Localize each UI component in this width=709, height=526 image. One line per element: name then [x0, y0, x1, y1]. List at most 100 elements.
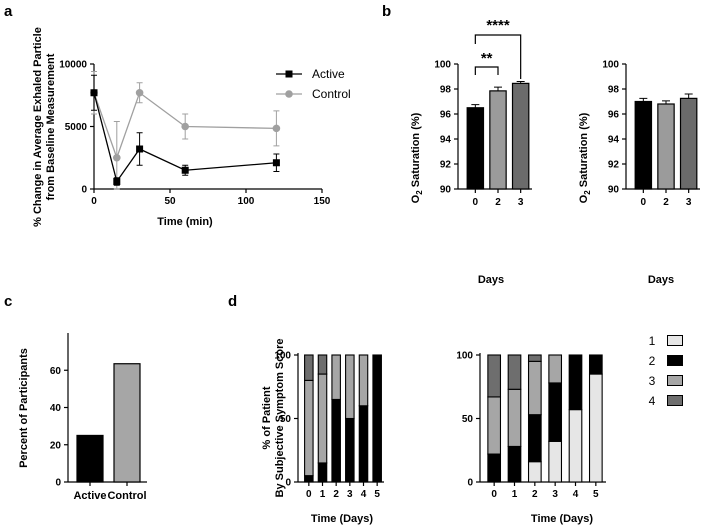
d-left-x-tick-label: 1 [320, 489, 326, 500]
c-bar [76, 434, 104, 483]
panel-label-b: b [382, 3, 391, 20]
a-y-tick-label: 10000 [59, 60, 87, 71]
b-left-ylabel: O2 Saturation (%) [410, 112, 424, 203]
panel-label-c: c [4, 293, 12, 310]
d-right-y-tick-label: 100 [456, 351, 473, 362]
d-left-segment-score-2 [304, 475, 314, 483]
d-left-x-tick-label: 0 [306, 489, 312, 500]
d-left-segment-score-4 [317, 354, 328, 375]
d-left-x-tick-label: 5 [374, 489, 380, 500]
d-left-segment-score-3 [331, 354, 341, 401]
a-legend: Active Control [276, 67, 351, 101]
panel-a-plot: 0 5000 10000 0 50 100 150 [59, 60, 331, 208]
b-right-bar [679, 97, 698, 190]
b-right-y-tick-label: 96 [608, 110, 620, 121]
c-x-tick-label: Active [73, 490, 106, 502]
d-right-segment-score-3 [548, 354, 563, 384]
a-xlabel: Time (min) [157, 216, 213, 228]
a-x-tick-label: 100 [238, 196, 255, 207]
b-right-x-tick-label: 0 [641, 197, 647, 208]
b-right-ylabel: O2 Saturation (%) [578, 112, 592, 203]
d-right-segment-score-2 [487, 453, 502, 483]
d-right-segment-score-1 [568, 409, 583, 483]
b-right-y-tick-label: 100 [602, 60, 619, 71]
b-right-x-tick-label: 2 [663, 197, 669, 208]
a-control-point [181, 122, 189, 131]
a-y-tick-label: 0 [81, 185, 87, 196]
d-left-segment-score-4 [304, 354, 314, 381]
d-left-x-tick-label: 4 [361, 489, 367, 500]
b-left-y-tick-label: 94 [440, 135, 452, 146]
d-right-x-tick-label: 3 [552, 489, 558, 500]
d-right-x-tick-label: 0 [491, 489, 497, 500]
d-left-x-tick-label: 2 [333, 489, 339, 500]
d-left-segment-score-3 [317, 373, 328, 464]
d-left-segment-score-3 [304, 379, 314, 477]
a-active-point [181, 166, 189, 174]
d-right-segment-score-1 [548, 440, 563, 483]
d-right-segment-score-2 [568, 354, 583, 411]
d-left-segment-score-2 [345, 417, 355, 483]
d-left-y-tick-label: 0 [285, 478, 291, 489]
d-right-x-tick-label: 2 [532, 489, 538, 500]
b-left-xlabel: Days [478, 274, 504, 286]
d-left-y-tick-label: 50 [280, 414, 292, 425]
b-right-y-tick-label: 90 [608, 185, 620, 196]
a-x-tick-label: 0 [91, 196, 97, 207]
legend-score-1-swatch [667, 335, 683, 346]
c-y-tick-label: 60 [50, 366, 62, 377]
b-left-y-tick-label: 90 [440, 185, 452, 196]
b-left-bar [466, 107, 485, 190]
d-right-segment-score-1 [588, 373, 603, 483]
b-sig-label: **** [486, 17, 510, 34]
d-left-segment-score-2 [331, 398, 341, 483]
d-left-x-tick-label: 3 [347, 489, 353, 500]
d-left-segment-score-3 [345, 354, 355, 420]
c-x-tick-label: Control [107, 490, 146, 502]
a-active-point [136, 145, 144, 153]
c-ylabel: Percent of Participants [18, 348, 30, 468]
legend-score-4-swatch [667, 395, 683, 406]
legend-control-marker [285, 90, 293, 98]
d-right-segment-score-1 [527, 461, 542, 483]
d-legend: 1 2 3 4 [649, 334, 683, 408]
d-right-segment-score-4 [507, 354, 522, 390]
a-active-point [113, 178, 121, 185]
d-right-y-tick-label: 50 [462, 414, 474, 425]
d-right-segment-score-2 [548, 382, 563, 442]
a-control-point [272, 124, 281, 133]
legend-score-2-label: 2 [649, 354, 656, 368]
b-left-bar [511, 82, 530, 190]
d-right-y-tick-label: 0 [467, 478, 473, 489]
legend-score-3-label: 3 [649, 374, 656, 388]
d-ylabel-line2: By Subjective Symptom Score [274, 339, 286, 498]
a-x-tick-label: 50 [164, 196, 176, 207]
b-right-y-tick-label: 92 [608, 160, 620, 171]
legend-score-1-label: 1 [649, 334, 656, 348]
d-left-y-tick-label: 100 [274, 351, 291, 362]
b-left-y-tick-label: 100 [434, 60, 451, 71]
d-right-x-tick-label: 5 [593, 489, 599, 500]
d-right-segment-score-4 [487, 354, 502, 398]
b-right-xlabel: Days [648, 274, 674, 286]
d-right-segment-score-2 [527, 414, 542, 463]
d-right-segment-score-2 [588, 354, 603, 375]
a-y-tick-label: 5000 [65, 122, 88, 133]
b-left-y-tick-label: 96 [440, 110, 452, 121]
b-sig-bracket [474, 34, 522, 79]
legend-control-label: Control [312, 87, 351, 101]
a-x-tick-label: 150 [314, 196, 331, 207]
a-ylabel-line1: % Change in Average Exhaled Particle [32, 27, 44, 227]
b-left-y-tick-label: 92 [440, 160, 452, 171]
legend-active-marker [285, 70, 293, 78]
d-ylabel-line1: % of Patient [261, 386, 273, 449]
d-right-segment-score-3 [527, 360, 542, 416]
b-right-y-tick-label: 94 [608, 135, 620, 146]
c-bar [113, 363, 141, 483]
c-y-tick-label: 40 [50, 403, 62, 414]
b-sig-label: ** [481, 50, 493, 67]
d-right-segment-score-2 [507, 445, 522, 483]
b-left-x-tick-label: 0 [473, 197, 479, 208]
a-active-point [272, 159, 280, 167]
